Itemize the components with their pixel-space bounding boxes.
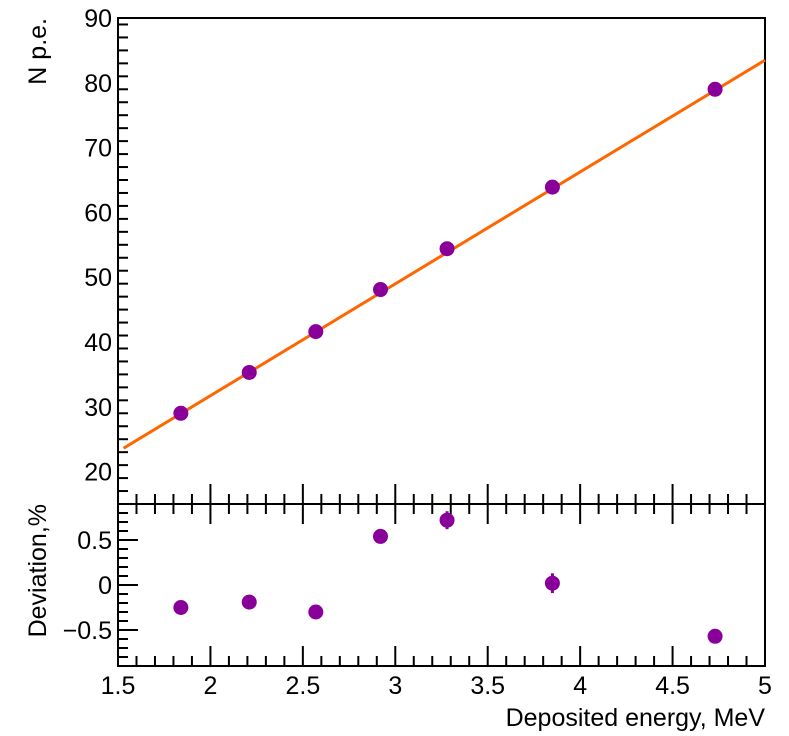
data-point (241, 364, 257, 380)
data-point (707, 81, 723, 97)
deviation-point (707, 628, 723, 644)
ratio-y-tick-label: 0 (98, 572, 112, 600)
data-point (308, 324, 324, 340)
x-tick-label: 5 (758, 672, 772, 700)
x-tick-label: 4 (573, 672, 587, 700)
x-tick-labels: 1.5 2 2.5 3 3.5 4 4.5 5 (101, 672, 772, 700)
deviation-point (439, 512, 455, 528)
deviation-point (173, 600, 189, 615)
main-y-tick-label: 90 (84, 5, 112, 33)
data-point (544, 179, 560, 195)
ratio-y-axis-title: Deviation,% (24, 504, 52, 637)
main-y-tick-label: 50 (84, 264, 112, 292)
main-y-tick-label: 80 (84, 70, 112, 98)
ratio-y-tick-label: −0.5 (63, 617, 112, 645)
data-point (439, 241, 455, 257)
main-y-tick-label: 60 (84, 199, 112, 227)
main-y-tick-label: 20 (84, 459, 112, 487)
deviation-point (372, 528, 388, 544)
x-tick-label: 4.5 (655, 672, 690, 700)
main-y-tick-labels: 20 30 40 50 60 70 80 90 (84, 5, 112, 487)
main-y-tick-label: 70 (84, 135, 112, 163)
main-points (173, 81, 723, 421)
ratio-plot-frame (117, 503, 766, 667)
deviation-point (544, 575, 560, 591)
deviation-point (241, 594, 257, 610)
x-tick-label: 3.5 (470, 672, 505, 700)
ratio-ticks (117, 503, 766, 667)
data-point (372, 282, 388, 298)
deviation-point (308, 604, 324, 620)
x-tick-label: 2.5 (285, 672, 320, 700)
ratio-y-tick-label: 0.5 (77, 527, 112, 555)
main-y-tick-label: 30 (84, 394, 112, 422)
ratio-y-tick-labels: 0.5 0 −0.5 (63, 527, 112, 645)
main-y-tick-label: 40 (84, 329, 112, 357)
x-tick-label: 2 (203, 672, 217, 700)
main-y-axis-title: N p.e. (24, 18, 52, 85)
x-tick-label: 3 (388, 672, 402, 700)
main-ticks (117, 23, 766, 505)
ratio-points (173, 511, 723, 644)
x-axis-title: Deposited energy, MeV (506, 704, 766, 732)
data-point (173, 405, 189, 421)
main-plot-frame (117, 17, 766, 505)
x-tick-label: 1.5 (101, 672, 136, 700)
